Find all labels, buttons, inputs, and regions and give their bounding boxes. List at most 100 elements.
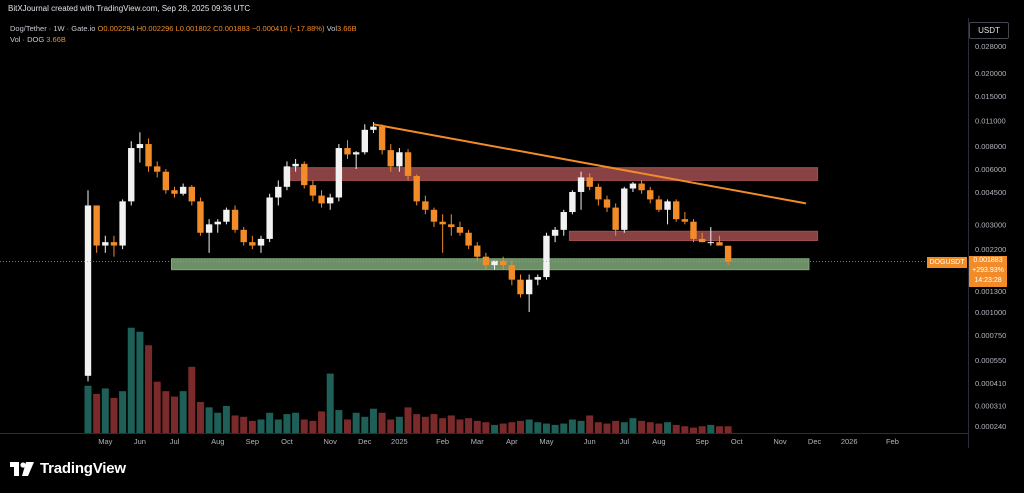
candle-body: [102, 242, 109, 246]
volume-bar: [179, 391, 187, 433]
candle-body: [292, 163, 299, 167]
volume-bar: [603, 423, 611, 433]
tradingview-brand: TradingView: [40, 460, 126, 477]
price-tick-label: 0.008000: [975, 142, 1006, 151]
candle-body: [179, 186, 187, 194]
candle-body: [370, 126, 377, 130]
time-tick-label: Feb: [436, 437, 449, 446]
price-tick-label: 0.001300: [975, 287, 1006, 296]
time-tick-label: Apr: [506, 437, 518, 446]
price-tick-label: 0.015000: [975, 92, 1006, 101]
volume-bar: [508, 422, 516, 433]
volume-bar: [681, 426, 689, 433]
volume-bar: [612, 420, 620, 433]
time-tick-label: Jun: [584, 437, 596, 446]
candle-body: [612, 207, 619, 230]
price-axis-separator: [968, 18, 969, 448]
volume-bar: [690, 427, 697, 433]
volume-bar: [84, 385, 92, 433]
candle-body: [569, 191, 576, 213]
time-tick-label: Sep: [246, 437, 259, 446]
volume-bar: [560, 423, 568, 433]
volume-bar: [404, 407, 412, 433]
candle-body: [136, 144, 144, 149]
candle-body: [266, 197, 273, 239]
candle-body: [171, 190, 178, 194]
volume-bar: [395, 416, 403, 433]
volume-bars-layer: [84, 327, 732, 433]
volume-bar: [447, 415, 455, 433]
ohlc-low: L0.001802: [175, 24, 212, 33]
volume-bar: [344, 419, 351, 433]
symbol-title[interactable]: Dog/Tether · 1W · Gate.io: [10, 24, 96, 33]
candle-body: [396, 152, 403, 167]
candle-body: [482, 256, 490, 266]
time-tick-label: Oct: [281, 437, 294, 446]
volume-bar: [707, 424, 715, 433]
candle-body: [309, 185, 317, 196]
volume-bar: [698, 426, 706, 433]
volume-bar: [724, 426, 732, 433]
candle-body: [197, 201, 204, 233]
volume-bar: [153, 381, 161, 433]
volume-bar: [240, 416, 248, 433]
volume-bar: [568, 419, 576, 433]
candle-body: [249, 242, 256, 246]
volume-bar: [101, 388, 109, 433]
volume-bar: [171, 396, 178, 433]
candle-body: [621, 188, 628, 230]
time-tick-label: May: [98, 437, 112, 446]
volume-bar: [214, 412, 222, 433]
candle-body: [422, 201, 429, 210]
candle-body: [577, 177, 585, 192]
price-tick-label: 0.003000: [975, 220, 1006, 229]
volume-bar: [266, 412, 274, 433]
volume-indicator-title[interactable]: Vol · DOG: [10, 35, 45, 44]
volume-bar: [248, 420, 256, 433]
trendline-layer: [0, 123, 968, 262]
volume-bar: [378, 412, 386, 433]
price-tick-label: 0.028000: [975, 42, 1006, 51]
time-tick-label: May: [539, 437, 553, 446]
volume-bar: [413, 414, 421, 433]
volume-bar: [620, 422, 628, 433]
price-tick-label: 0.004500: [975, 188, 1006, 197]
candle-body: [257, 238, 265, 246]
candle-body: [154, 166, 161, 172]
volume-bar: [162, 391, 170, 433]
candle-body: [698, 238, 706, 243]
candle-body: [681, 219, 689, 222]
candle-countdown: 14:23:28: [974, 277, 1002, 284]
volume-bar: [551, 424, 559, 433]
volume-bar: [534, 422, 542, 433]
tradingview-logo[interactable]: TradingView: [10, 460, 126, 477]
price-tick-label: 0.001000: [975, 308, 1006, 317]
price-tick-label: 0.000750: [975, 331, 1006, 340]
volume-bar: [309, 420, 317, 433]
candle-body: [716, 242, 723, 246]
time-tick-label: Dec: [358, 437, 372, 446]
volume-bar: [257, 419, 265, 433]
volume-bar: [222, 406, 230, 433]
candle-body: [275, 186, 282, 198]
volume-bar: [517, 420, 524, 433]
volume-bar: [465, 418, 473, 433]
ohlc-close: C0.001883: [213, 24, 250, 33]
vol-label: Vol: [326, 24, 337, 33]
candle-body: [664, 201, 671, 210]
time-tick-label: Jun: [134, 437, 146, 446]
volume-legend: Vol · DOG 3.66B: [10, 35, 66, 44]
volume-bar: [196, 401, 204, 433]
candle-body: [223, 209, 230, 222]
volume-bar: [430, 414, 438, 433]
candle-body: [638, 183, 645, 191]
currency-button[interactable]: USDT: [969, 22, 1009, 39]
candle-body: [655, 199, 663, 210]
volume-bar: [655, 423, 663, 433]
time-axis-ticks: May Jun Jul Aug Sep Oct Nov Dec 2025 Feb Mar Apr May…: [98, 437, 899, 446]
price-chart[interactable]: 0.028000 0.020000 0.015000 0.011000 0.008000…: [0, 18, 1024, 448]
candle-body: [214, 221, 221, 225]
time-tick-label: Feb: [886, 437, 899, 446]
candle-body: [525, 279, 533, 295]
volume-bar: [205, 407, 213, 433]
